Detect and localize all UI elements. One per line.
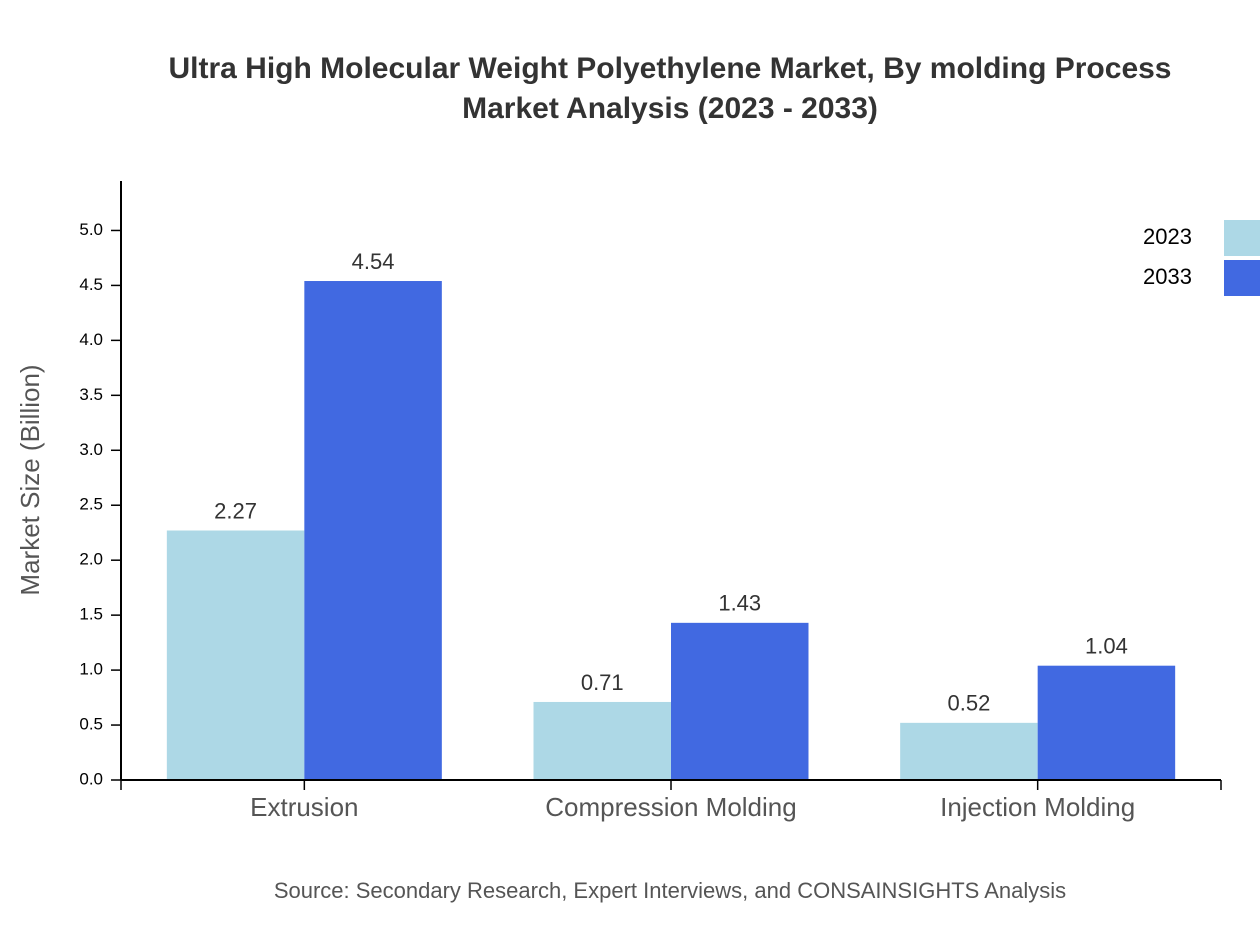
- bar: [1037, 665, 1176, 780]
- x-tick-label: Injection Molding: [940, 792, 1135, 822]
- bar: [900, 722, 1038, 780]
- data-label: 0.52: [948, 691, 991, 716]
- y-tick-label: 5.0: [79, 220, 103, 239]
- y-tick-label: 2.0: [79, 550, 103, 569]
- data-label: 1.43: [718, 591, 761, 616]
- bar: [304, 281, 442, 780]
- chart-title: Market Analysis (2023 - 2033): [462, 92, 878, 125]
- y-tick-label: 1.0: [79, 660, 103, 679]
- legend-swatch: [1224, 220, 1260, 256]
- y-tick-label: 4.5: [79, 275, 103, 294]
- data-label: 2.27: [214, 498, 257, 523]
- x-tick-label: Extrusion: [250, 792, 358, 822]
- data-label: 4.54: [352, 249, 395, 274]
- y-tick-label: 1.5: [79, 605, 103, 624]
- legend-label: 2033: [1143, 264, 1192, 289]
- y-tick-label: 2.5: [79, 495, 103, 514]
- bar: [671, 622, 809, 780]
- data-label: 0.71: [581, 670, 624, 695]
- y-tick-label: 0.5: [79, 715, 103, 734]
- chart-title: Ultra High Molecular Weight Polyethylene…: [168, 52, 1171, 85]
- data-label: 1.04: [1085, 634, 1128, 659]
- bar: [533, 701, 671, 780]
- bar: [166, 530, 305, 780]
- legend-label: 2023: [1143, 224, 1192, 249]
- y-tick-label: 3.0: [79, 440, 103, 459]
- y-tick-label: 4.0: [79, 330, 103, 349]
- legend-swatch: [1224, 260, 1260, 296]
- x-tick-label: Compression Molding: [545, 792, 796, 822]
- source-note: Source: Secondary Research, Expert Inter…: [274, 878, 1066, 903]
- y-axis-label: Market Size (Billion): [15, 364, 45, 595]
- y-tick-label: 0.0: [79, 769, 103, 788]
- y-tick-label: 3.5: [79, 385, 103, 404]
